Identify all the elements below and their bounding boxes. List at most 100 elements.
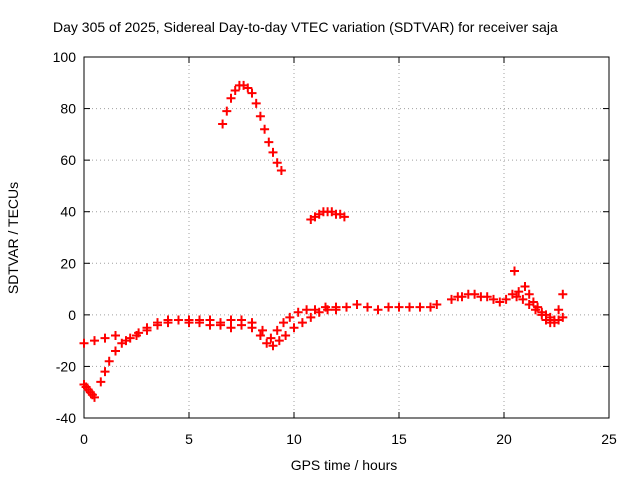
data-point [524,300,534,310]
data-point [111,346,120,356]
data-point [512,292,522,302]
data-point [495,297,505,307]
data-point [272,158,282,168]
data-point [195,318,204,328]
y-tick-label: -20 [56,358,76,374]
data-point [216,320,225,330]
data-point [289,323,299,333]
data-point [243,83,253,93]
data-point [531,305,540,315]
data-point [268,147,278,157]
data-point [255,330,265,340]
data-point [174,315,183,325]
data-point [470,289,480,299]
data-point [331,305,341,315]
data-point [405,302,414,312]
data-point [260,124,270,134]
data-point [394,302,404,312]
data-point [90,336,99,346]
data-point [520,281,530,291]
data-point [96,377,106,387]
data-point [457,292,467,302]
data-point [205,320,215,330]
data-point [363,302,372,312]
y-tick-label: 20 [60,255,76,271]
data-point [218,119,228,129]
data-point [237,320,246,330]
data-point [339,212,349,222]
data-point [262,338,272,348]
series-late-lower [512,292,568,328]
plot-border [83,56,610,419]
data-point [426,302,435,312]
data-point [342,302,351,312]
chart-title: Day 305 of 2025, Sidereal Day-to-day VTE… [53,19,558,35]
data-point [293,307,303,317]
data-point [272,325,282,335]
y-axis-label: SDTVAR / TECUs [5,182,21,294]
data-point [501,294,511,304]
data-point [184,318,194,328]
data-point [247,323,257,333]
data-point [142,323,152,333]
data-point [230,86,240,96]
x-tick-label: 10 [286,431,302,447]
data-point [222,106,232,116]
data-point [153,318,162,328]
x-tick-label: 5 [185,431,193,447]
data-point [125,333,135,343]
series-late-isolated [510,266,519,276]
y-tick-label: 0 [68,307,76,323]
data-point [268,341,278,351]
data-point [100,333,110,343]
data-point [264,137,274,147]
data-point [510,266,519,276]
y-tick-label: -40 [56,410,76,426]
data-point [100,367,110,377]
series-early-negative [79,379,99,402]
data-point [117,338,127,348]
data-point [432,300,442,310]
data-point [558,312,568,322]
data-point [266,333,276,343]
data-point [415,302,425,312]
data-point [258,325,267,335]
series-baseline-lower [96,305,341,387]
data-point [79,338,89,348]
y-tick-label: 100 [53,49,77,65]
x-tick-label: 20 [496,431,512,447]
data-point [554,305,564,315]
data-point [314,307,324,317]
y-tick-label: 80 [60,101,76,117]
data-point [163,315,173,325]
data-point [226,323,236,333]
data-point [306,312,316,322]
data-point [302,305,312,315]
x-tick-label: 15 [391,431,407,447]
data-points [79,80,568,402]
data-point [297,318,307,328]
axes: 0 5 10 15 20 25 -40 -20 0 20 40 60 80 100 [53,49,617,447]
data-point [524,289,534,299]
grid [84,57,609,418]
data-point [489,294,498,304]
data-point [134,328,144,338]
data-point [274,336,284,346]
data-point [281,330,291,340]
data-point [285,312,295,322]
x-axis-label: GPS time / hours [291,457,398,473]
data-point [323,305,333,315]
x-tick-label: 0 [80,431,88,447]
data-point [514,287,524,297]
data-point [279,318,288,328]
series-arc-40 [306,207,349,224]
data-point [518,294,528,304]
series-late-cluster [447,281,568,325]
data-point [447,294,456,304]
data-point [276,165,286,175]
data-point [247,88,257,98]
data-point [104,356,114,366]
y-tick-label: 40 [60,204,76,220]
data-point [226,93,236,103]
